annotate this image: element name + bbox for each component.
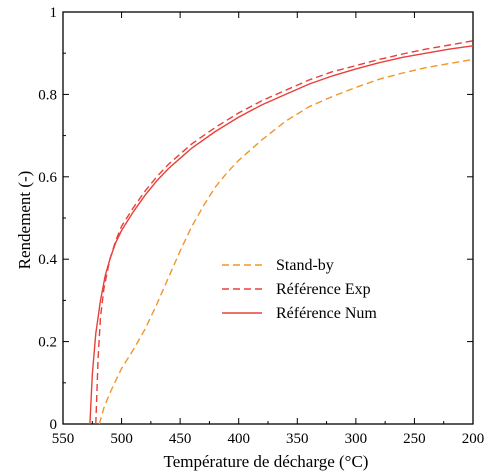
y-tick-label: 1 xyxy=(50,5,58,21)
y-axis-ticks: 0 0.2 0.4 0.6 0.8 1 xyxy=(38,5,473,433)
y-tick-label: 0.6 xyxy=(38,170,57,186)
x-axis-title: Température de décharge (°C) xyxy=(164,452,369,471)
x-axis-ticks: 550 500 450 400 350 300 250 200 xyxy=(52,12,485,447)
legend-label-reference-num: Référence Num xyxy=(276,305,377,322)
x-tick-label: 200 xyxy=(462,431,485,447)
y-tick-label: 0.2 xyxy=(38,335,57,351)
legend: Stand-by Référence Exp Référence Num xyxy=(222,257,377,322)
x-tick-label: 500 xyxy=(110,431,133,447)
y-axis-title: Rendement (-) xyxy=(15,171,34,270)
x-tick-label: 550 xyxy=(52,431,75,447)
series-line-reference-num xyxy=(89,45,474,425)
series-line-stand-by xyxy=(98,58,474,425)
x-tick-label: 250 xyxy=(403,431,426,447)
y-tick-label: 0.4 xyxy=(38,252,57,268)
x-tick-label: 450 xyxy=(169,431,192,447)
y-tick-label: 0.8 xyxy=(38,87,57,103)
x-tick-label: 400 xyxy=(227,431,250,447)
series-line-reference-exp xyxy=(95,40,474,425)
x-tick-label: 350 xyxy=(286,431,309,447)
y-tick-label: 0 xyxy=(50,417,58,433)
legend-label-stand-by: Stand-by xyxy=(276,257,334,274)
plot-frame xyxy=(62,11,474,425)
legend-label-reference-exp: Référence Exp xyxy=(276,281,371,298)
series-layer xyxy=(89,40,474,425)
x-tick-label: 300 xyxy=(345,431,368,447)
